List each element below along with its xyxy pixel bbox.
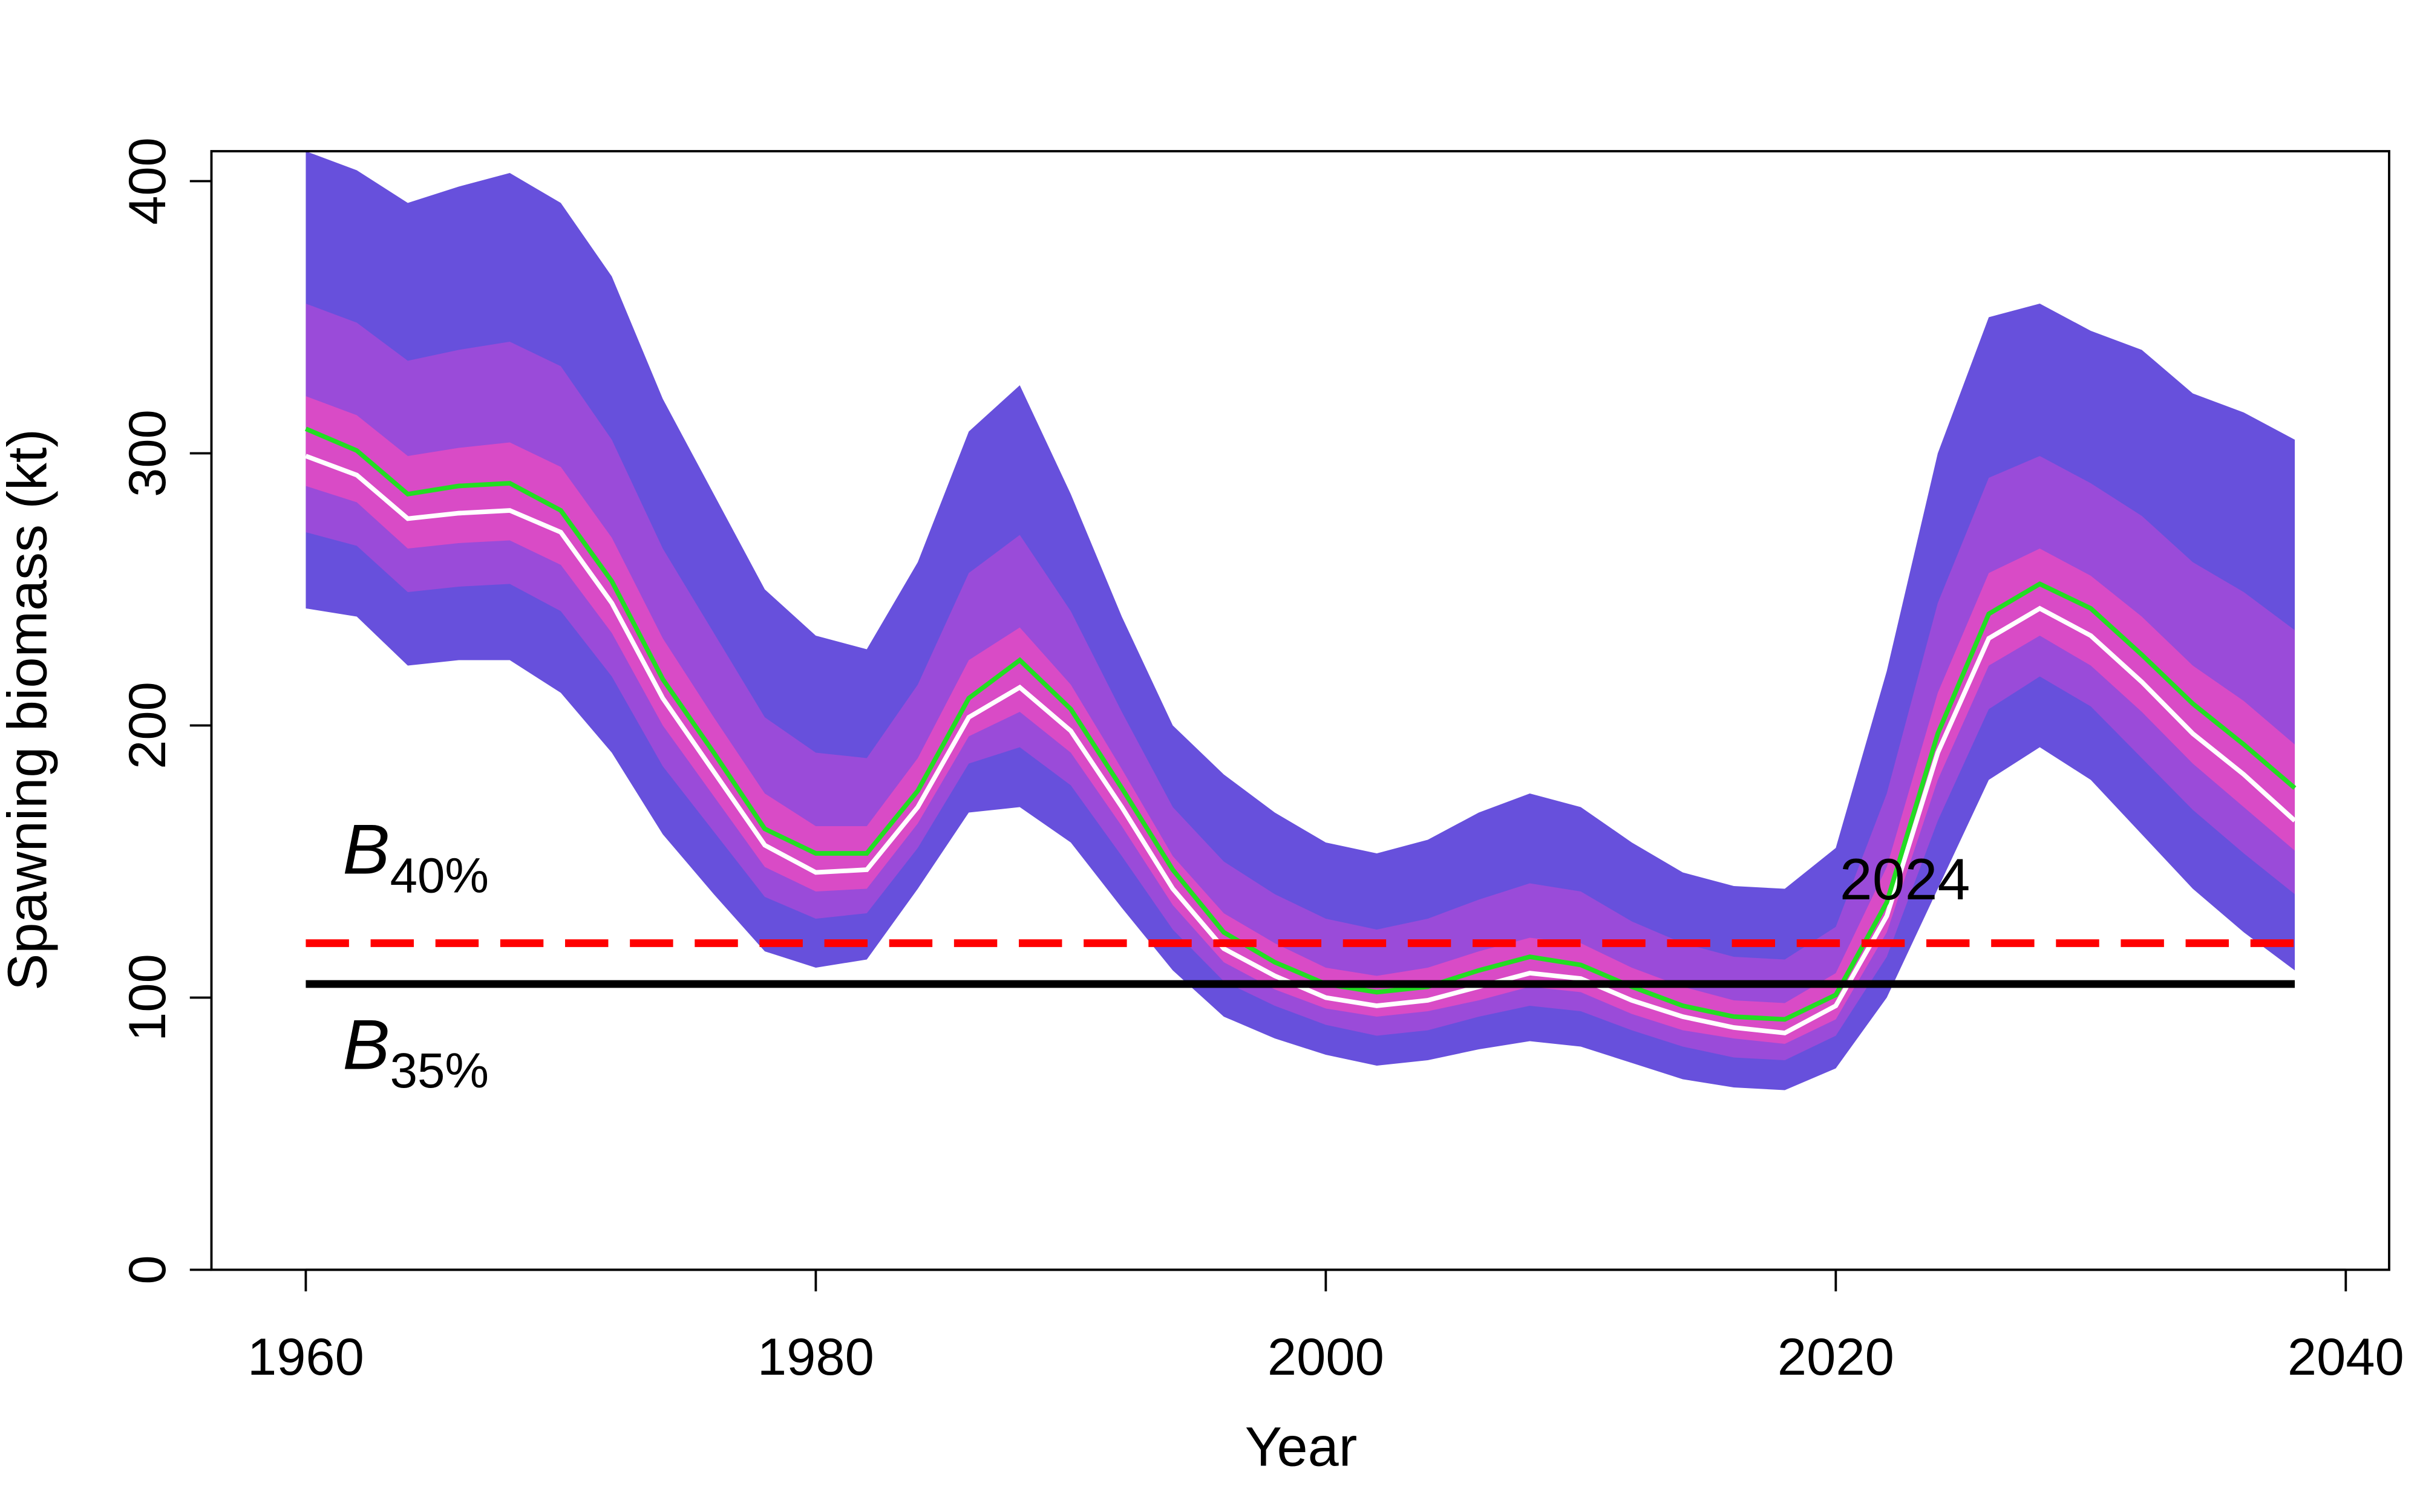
y-axis-label: Spawning biomass (kt) xyxy=(0,429,59,991)
x-axis-label: Year xyxy=(1245,1416,1358,1478)
y-tick-label: 100 xyxy=(118,954,177,1041)
reference-label: B35% xyxy=(342,1005,489,1098)
y-tick-label: 300 xyxy=(118,409,177,497)
x-tick-label: 2020 xyxy=(1777,1328,1894,1386)
plot-area xyxy=(304,151,2297,1090)
reference-label: B40% xyxy=(342,810,489,904)
y-tick-label: 200 xyxy=(118,682,177,769)
reference-label-main: B xyxy=(342,1005,390,1084)
fan-band xyxy=(306,396,2295,1044)
reference-label-sub: 35% xyxy=(390,1043,489,1098)
reference-label-main: B xyxy=(342,810,390,889)
line xyxy=(304,426,2297,1022)
x-tick-label: 2000 xyxy=(1267,1328,1384,1386)
x-tick-label: 1980 xyxy=(757,1328,874,1386)
y-tick-label: 0 xyxy=(118,1255,177,1284)
y-tick-label: 400 xyxy=(118,137,177,225)
reference-label-sub: 40% xyxy=(390,848,489,903)
x-tick-label: 2040 xyxy=(2288,1328,2404,1386)
annotation: 2024 xyxy=(1840,846,1970,912)
x-tick-label: 1960 xyxy=(247,1328,364,1386)
